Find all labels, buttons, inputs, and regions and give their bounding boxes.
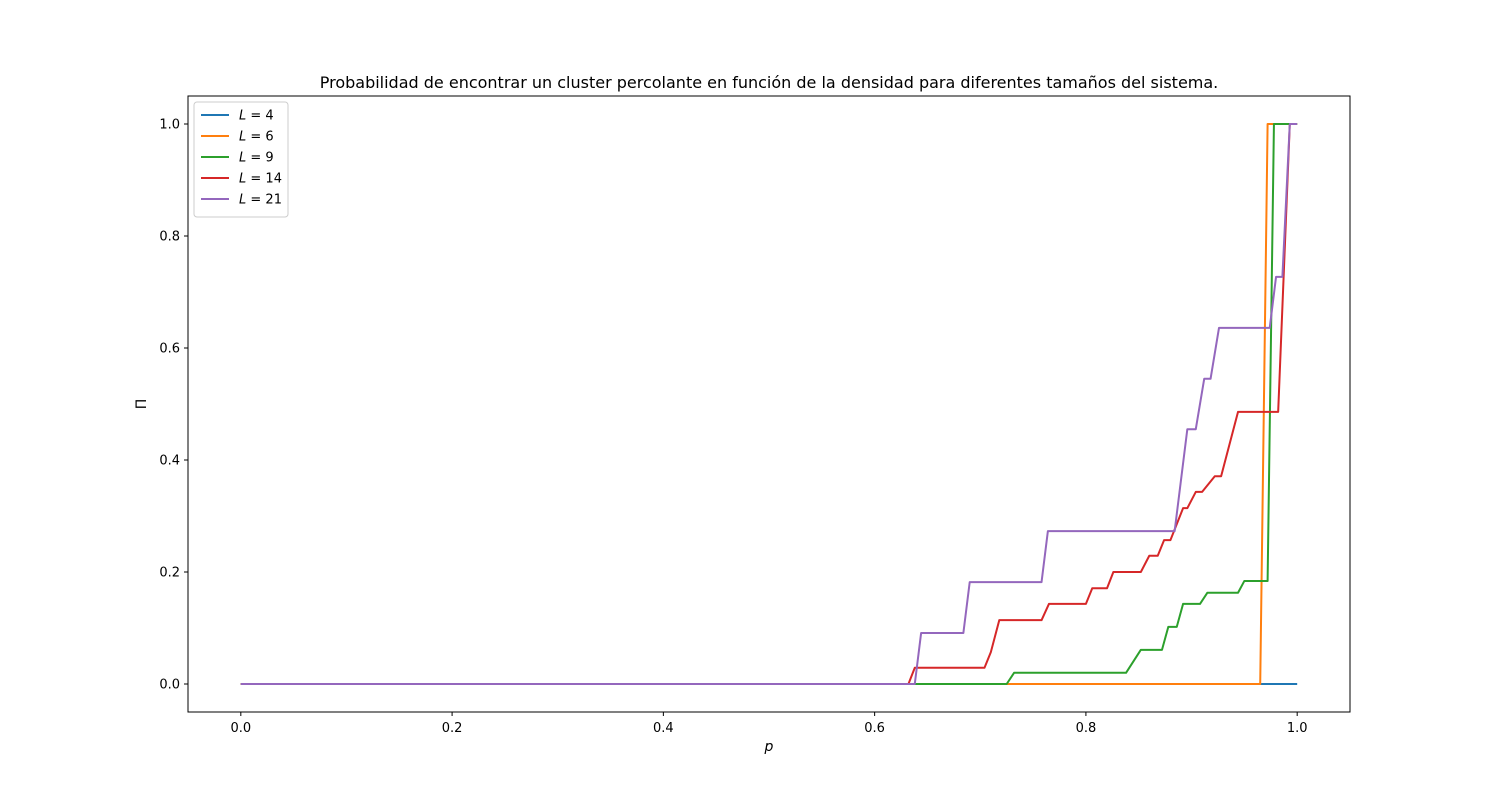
legend: L = 4L = 6L = 9L = 14L = 21 [193,101,289,218]
legend-entry: L = 14 [239,172,282,187]
legend-var: L [239,130,246,145]
legend-var: L [239,109,246,124]
legend-equals: = [246,151,265,166]
series-line-L21 [240,123,1298,685]
legend-value: 14 [265,172,282,187]
legend-var: L [239,151,246,166]
plot-lines [240,123,1298,685]
legend-value: 6 [265,130,273,145]
y-axis-ticks: 0.0 0.2 0.4 0.6 0.8 1.0 [159,118,188,693]
legend-equals: = [246,193,265,208]
legend-var: L [239,172,246,187]
y-axis-label: Π [134,399,150,410]
legend-equals: = [246,172,265,187]
x-tick-label: 0.0 [230,721,251,736]
y-tick-label: 0.6 [159,342,180,357]
chart-title: Probabilidad de encontrar un cluster per… [320,73,1219,92]
legend-value: 4 [265,109,273,124]
series-line-L9 [240,123,1298,685]
y-tick-label: 0.4 [159,454,180,469]
legend-entry: L = 9 [239,151,274,166]
series-line-L14 [240,123,1291,685]
legend-entry: L = 21 [239,193,282,208]
x-tick-label: 0.2 [442,721,463,736]
x-axis-ticks: 0.0 0.2 0.4 0.6 0.8 1.0 [230,712,1308,736]
x-axis-label: p [764,739,774,755]
y-tick-label: 1.0 [159,118,180,133]
legend-entry: L = 4 [239,109,274,124]
x-tick-label: 0.6 [864,721,885,736]
legend-value: 9 [265,151,273,166]
y-tick-label: 0.2 [159,566,180,581]
plot-frame [187,95,1351,713]
x-tick-label: 0.4 [653,721,674,736]
legend-box [193,101,289,218]
legend-equals: = [246,130,265,145]
x-tick-label: 0.8 [1076,721,1097,736]
x-tick-label: 1.0 [1287,721,1308,736]
legend-value: 21 [265,193,282,208]
y-tick-label: 0.0 [159,678,180,693]
legend-entry: L = 6 [239,130,274,145]
legend-equals: = [246,109,265,124]
legend-var: L [239,193,246,208]
y-tick-label: 0.8 [159,230,180,245]
